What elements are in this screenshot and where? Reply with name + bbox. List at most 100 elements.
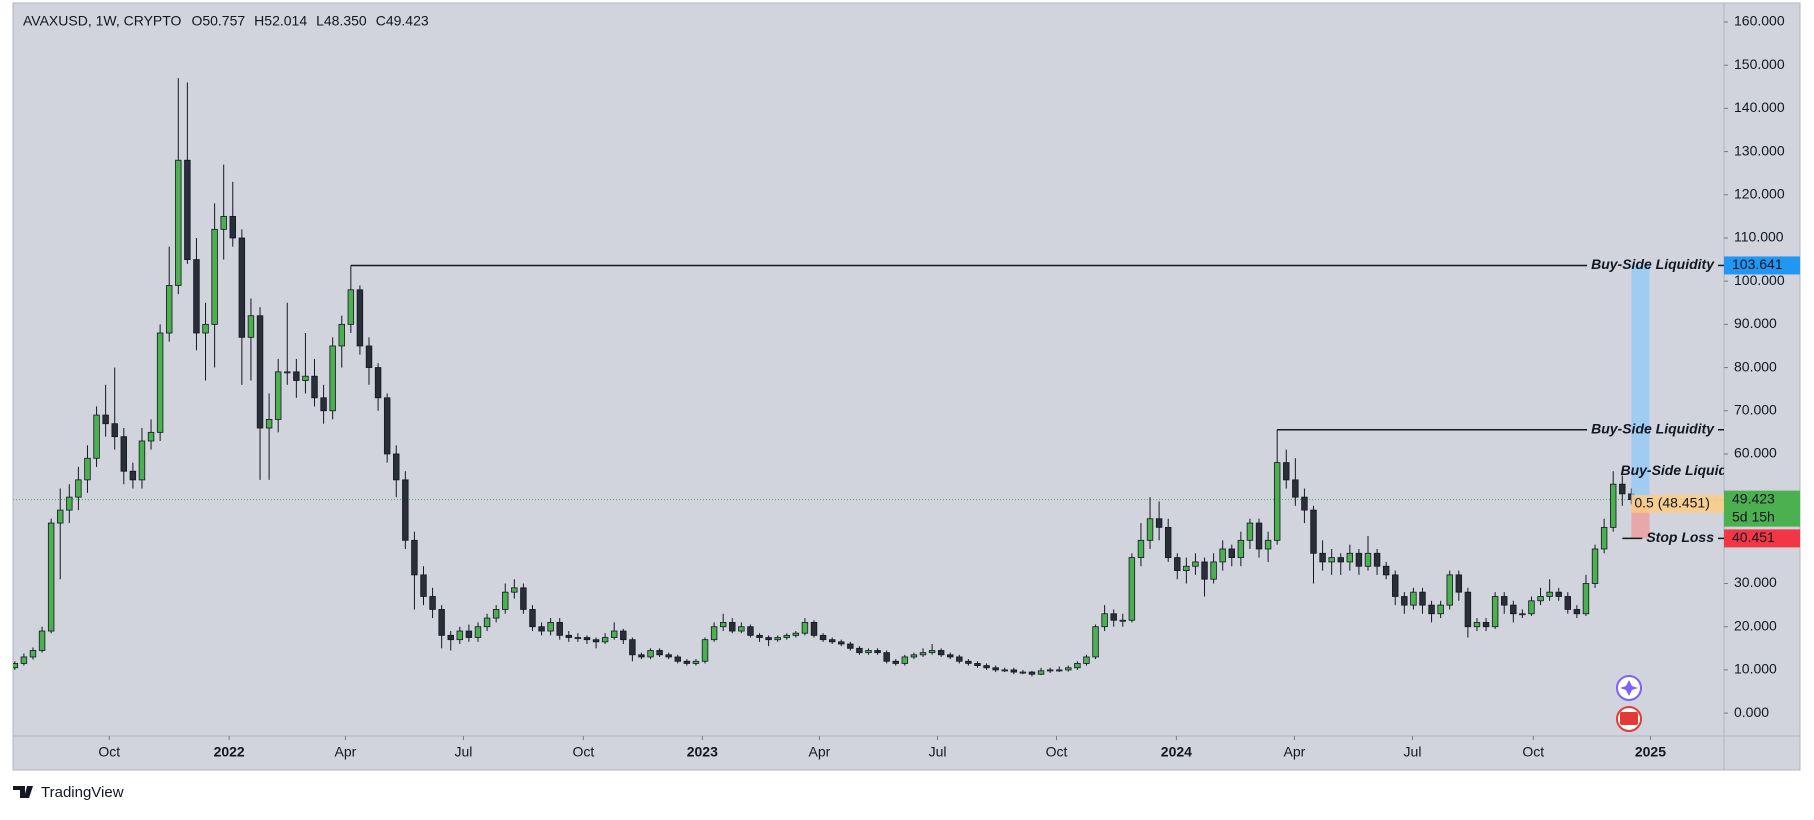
candle-body [1328,557,1335,563]
candle-body [1555,591,1562,597]
candle-body [719,622,727,628]
candle-body [265,418,273,429]
candle-body [1056,669,1063,672]
candle-body [402,479,409,541]
y-tick-label: 20.000 [1734,617,1777,633]
ohlc-value: O50.757 [191,13,245,29]
candle-body [656,650,663,656]
symbol: AVAXUSD, 1W, CRYPTO [23,13,182,29]
candle-body [1246,522,1254,541]
candle-body [574,637,582,639]
candle-body [1392,574,1399,597]
candle-body [202,323,209,334]
y-tick-label: 10.000 [1734,661,1777,677]
candle-body [792,632,800,636]
x-tick-label: Apr [1284,744,1306,760]
candle-body [447,634,454,641]
candle-body [193,259,200,334]
logo: TradingView [13,784,124,801]
candle-body [801,622,809,634]
candle-body [1382,565,1390,576]
candle-body [1319,552,1326,563]
candle-body [538,626,545,632]
candle-body [1155,518,1163,528]
candle-body [520,587,527,610]
candle-body [102,414,109,425]
candle-body [256,315,264,429]
candle-body [438,609,445,636]
candle-body [692,660,700,664]
candle-body [810,622,818,636]
candle-body [302,375,309,381]
candle-body [1491,596,1499,628]
candle-body [420,574,427,597]
candle-body [374,367,382,399]
x-tick-label: Oct [1046,744,1068,760]
candle-body [783,634,790,638]
candle-body [1001,669,1008,672]
candle-body [928,650,936,654]
overlay: AVAXUSD, 1W, CRYPTO O50.757 H52.014 L48.350… [23,13,1800,760]
candle-body [1210,561,1217,580]
candle-body [956,656,963,662]
candle-body [13,663,19,669]
x-tick-label: 2024 [1161,744,1192,760]
candle-body [1037,670,1045,675]
candle-body [247,315,255,338]
candle-body [1074,663,1081,669]
y-tick-label: 90.000 [1734,315,1777,331]
candle-body [1419,591,1426,606]
candle-body [1473,622,1481,628]
candle-body [1428,604,1435,615]
x-tick-label: Jul [1404,744,1422,760]
candle-body [293,371,300,381]
candle-body [638,654,645,658]
candle-body [1219,548,1226,563]
candle-body [756,634,763,638]
candle-body [465,630,473,638]
candle-body [565,634,573,638]
candle-body [1183,565,1190,571]
candle-body [1255,522,1263,550]
candle-body [483,617,491,628]
candle-body [511,587,518,593]
candle-body [93,414,100,459]
candle-body [919,652,927,656]
candle-body [1446,574,1453,606]
candle-body [211,228,218,325]
candle-body [1110,613,1117,621]
fib-label: 0.5 (48.451) [1634,495,1710,511]
candle-body [992,667,999,671]
candle-body [865,650,872,654]
candle-body [120,436,128,472]
candle-body [529,609,536,628]
candle-body [856,647,863,654]
candle-body [456,630,464,641]
candle-body [710,626,718,641]
x-tick-label: Oct [572,744,594,760]
candle-body [147,431,155,442]
candle-body [1546,591,1553,597]
candle-body [937,650,945,656]
candle-body [1455,574,1463,593]
candle-body [610,630,618,638]
candle-body [1310,509,1317,554]
candle-body [547,622,554,632]
candle-body [620,630,627,641]
candle-body [1337,557,1344,563]
candle-body [75,479,82,498]
candle-body [138,440,146,481]
candle-body [774,637,781,641]
liquidity-label: Buy-Side Liquidity [1591,256,1715,272]
candle-body [647,650,654,658]
candle-body [220,215,227,230]
price-tag-label: 49.423 [1732,490,1775,506]
candle-body [828,639,836,643]
candle-body [1119,619,1127,622]
candle-body [20,656,28,664]
candle-body [1301,496,1308,511]
candle-body [983,665,990,669]
y-tick-label: 160.000 [1734,13,1785,29]
candle-body [165,285,173,334]
